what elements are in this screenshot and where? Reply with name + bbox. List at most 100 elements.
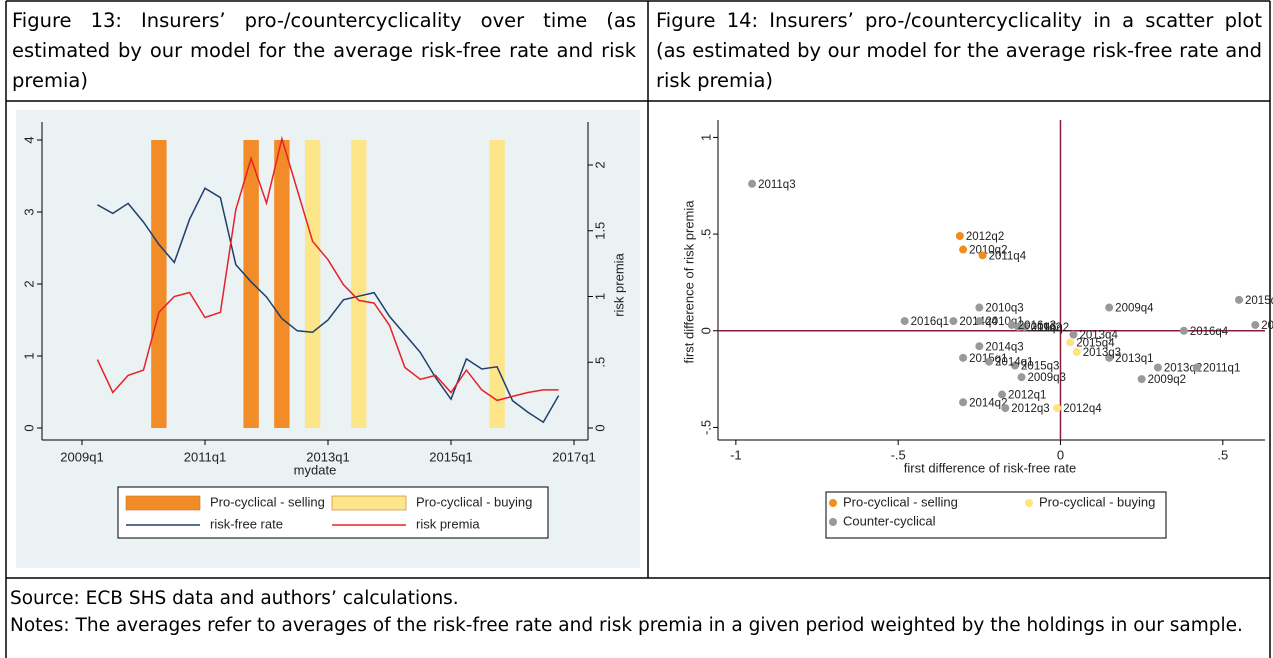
legend-label: Pro-cyclical - buying — [416, 494, 532, 509]
point-label: 2013q2 — [1164, 363, 1202, 375]
scatter-point — [1017, 373, 1026, 382]
point-label: 2010q3 — [985, 303, 1023, 315]
x-tick-label: 2017q1 — [552, 449, 595, 464]
table-borders — [5, 0, 1271, 658]
point-label: 2012q2 — [966, 231, 1004, 243]
scatter-point — [959, 353, 968, 362]
legend-label: risk-free rate — [210, 516, 283, 531]
scatter-point — [1066, 338, 1075, 347]
scatter-point — [900, 317, 909, 326]
point-label: 2012q4 — [1063, 403, 1102, 415]
x-tick-label: 2009q1 — [60, 449, 103, 464]
scatter-point — [975, 317, 984, 326]
point-label: 2012q1 — [1008, 390, 1046, 402]
y-tick-label: .5 — [698, 229, 713, 240]
plot-region — [718, 120, 1265, 440]
x-tick-label: -1 — [730, 447, 742, 462]
legend-label: Pro-cyclical - buying — [1039, 494, 1155, 509]
series-line — [96, 135, 559, 402]
period-bar — [304, 140, 321, 428]
scatter-point — [1153, 363, 1162, 372]
point-label: 2015q4 — [1076, 337, 1115, 349]
figure-caption: Figure 14: Insurers’ pro-/countercyclica… — [656, 9, 1262, 92]
legend-label: Pro-cyclical - selling — [210, 494, 325, 509]
y-tick-label: 0 — [21, 424, 36, 431]
x-tick-label: 2013q1 — [306, 449, 349, 464]
y-tick-label: 2 — [21, 280, 36, 287]
scatter-point — [1251, 320, 1260, 329]
scatter-point — [1014, 322, 1023, 331]
scatter-point — [1072, 348, 1081, 357]
legend-swatch — [1025, 499, 1033, 507]
point-label: 2011q3 — [758, 179, 796, 191]
point-label: 2009q3 — [1028, 372, 1066, 384]
point-label: 2016q3 — [1018, 320, 1056, 332]
scatter-point — [1105, 303, 1114, 312]
point-label: 2015q3 — [1021, 361, 1059, 373]
x-tick-label: 0 — [1057, 447, 1064, 462]
point-label: 2010q4 — [1261, 320, 1273, 332]
point-label: 2014q2 — [969, 397, 1007, 409]
y-tick-label: 0 — [698, 327, 713, 334]
y-tick-label: 1 — [698, 134, 713, 141]
point-label: 2009q4 — [1115, 303, 1154, 315]
y2-tick-label: 0 — [592, 424, 607, 431]
x-tick-label: -.5 — [891, 447, 906, 462]
x-axis-title: first difference of risk-free rate — [904, 460, 1076, 475]
scatter-point — [1192, 363, 1201, 372]
scatter-point — [1053, 404, 1062, 413]
y-axis-title: first difference of risk premia — [681, 200, 696, 364]
point-label: 2013q3 — [1083, 347, 1121, 359]
legend-box — [825, 491, 1167, 539]
y2-tick-label: .5 — [592, 357, 607, 368]
legend-box — [117, 486, 549, 539]
point-label: 2009q2 — [1148, 374, 1186, 386]
legend-swatch — [331, 495, 407, 511]
scatter-point — [959, 245, 968, 254]
point-label: 2016q2 — [1031, 322, 1069, 334]
scatter-point — [978, 251, 987, 260]
scatter-point — [1007, 320, 1016, 329]
series-line — [97, 187, 560, 424]
point-label: 2015q2 — [1245, 295, 1273, 307]
scatter-point — [955, 232, 964, 241]
legend-label: Pro-cyclical - selling — [843, 494, 958, 509]
scatter-point — [998, 390, 1007, 399]
scatter-point — [1011, 361, 1020, 370]
scatter-point — [1020, 322, 1029, 331]
x-tick-label: 2015q1 — [429, 449, 472, 464]
y2-tick-label: 1 — [592, 293, 607, 300]
scatter-point — [1235, 295, 1244, 304]
notes: Notes: The averages refer to averages of… — [10, 615, 1243, 636]
scatter-point — [985, 357, 994, 366]
scatter-point — [975, 342, 984, 351]
y-tick-label: 3 — [21, 208, 36, 215]
legend-swatch — [829, 518, 837, 526]
scatter-point — [949, 317, 958, 326]
x-tick-label: .5 — [1217, 447, 1228, 462]
point-label: 2014q3 — [985, 341, 1023, 353]
point-label: 2012q3 — [1011, 403, 1049, 415]
x-tick-label: 2011q1 — [184, 449, 226, 464]
y-tick-label: 4 — [21, 136, 36, 143]
legend-swatch — [829, 499, 837, 507]
period-bar — [489, 140, 505, 428]
legend-swatch — [125, 495, 201, 511]
y-tick-label: -.5 — [698, 420, 713, 435]
scatter-point — [1001, 404, 1010, 413]
point-label: 2013q1 — [1115, 353, 1153, 365]
figure-caption: Figure 13: Insurers’ pro-/countercyclica… — [12, 9, 636, 92]
point-label: 2013q4 — [1079, 330, 1118, 342]
point-label: 2011q4 — [989, 250, 1027, 262]
x-axis-title: mydate — [294, 462, 337, 477]
point-label: 2010q2 — [969, 245, 1007, 257]
scatter-point — [1137, 375, 1146, 384]
scatter-point — [975, 303, 984, 312]
period-bar — [351, 140, 367, 428]
point-label: 2011q1 — [1203, 363, 1241, 375]
scatter-point — [748, 179, 757, 188]
point-label: 2014q1 — [995, 357, 1033, 369]
source-note: Source: ECB SHS data and authors’ calcul… — [10, 588, 459, 609]
